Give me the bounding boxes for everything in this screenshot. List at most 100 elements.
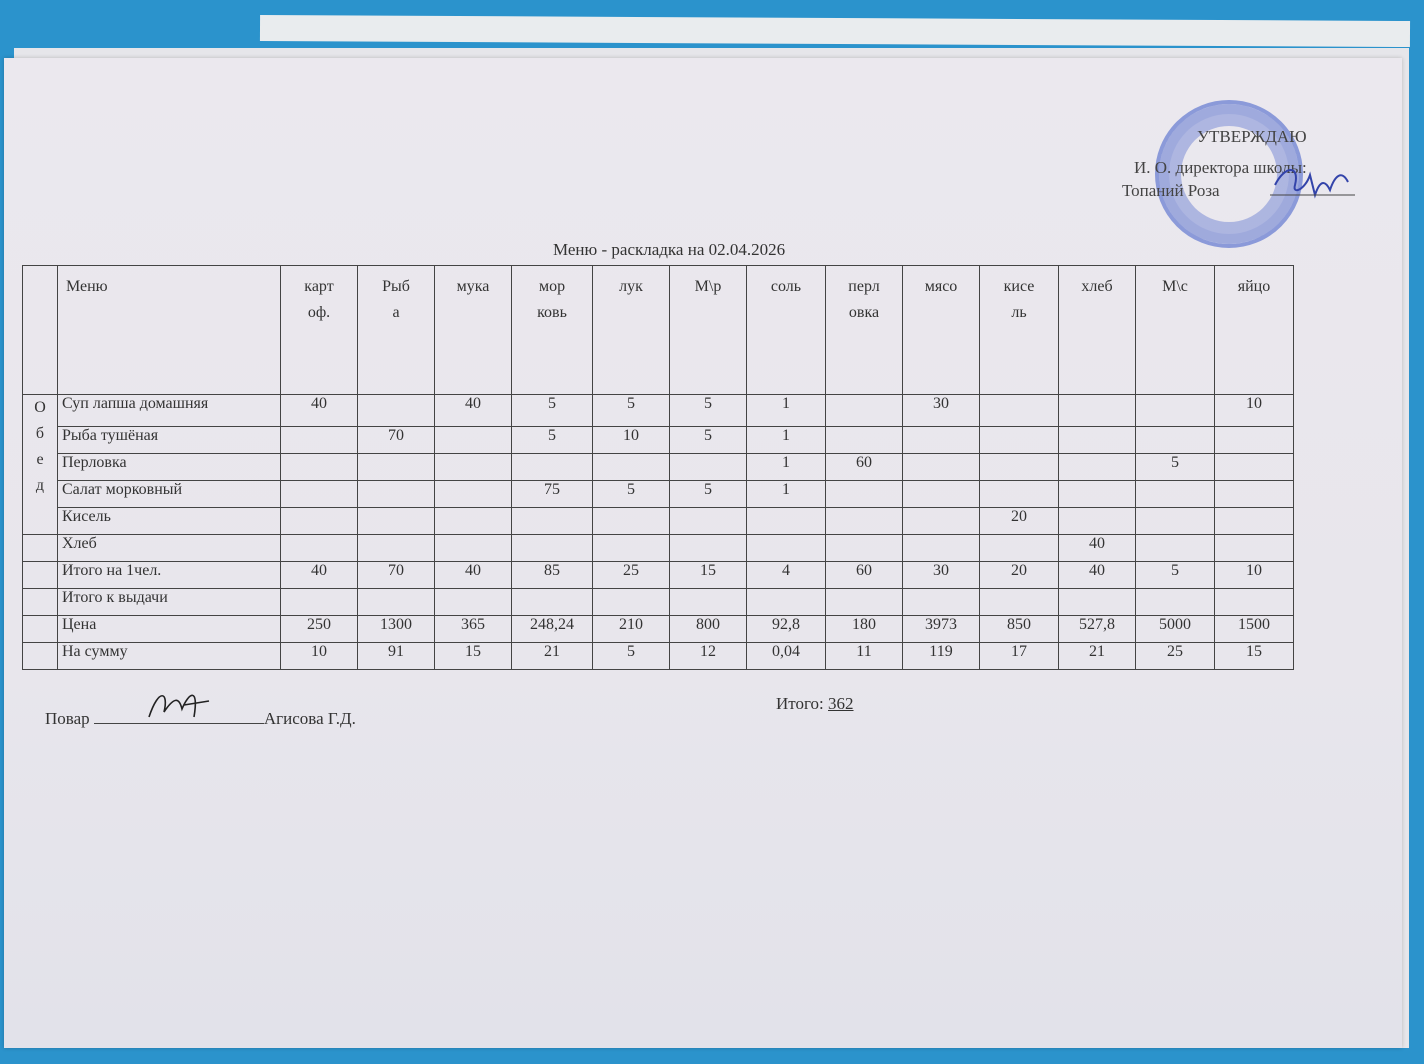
dish-name: Рыба тушёная [57,426,281,454]
table-cell [979,534,1059,562]
table-cell: 75 [511,480,593,508]
total-label: Итого: [776,694,824,713]
table-cell [825,534,903,562]
table-cell [434,453,512,481]
section-blank [22,588,58,616]
grand-total: Итого: 362 [776,694,854,714]
table-cell [1135,394,1215,427]
table-row: О б е д Суп лапша домашняя 40 40 5 5 5 1 30 10 [22,394,1294,535]
table-cell: 119 [902,642,980,670]
menu-table: Меню карт оф. Рыб а мука мор ковь лук М\р соль п… [22,265,1294,670]
approval-name: Топаний Роза [1122,181,1220,200]
table-cell: 70 [357,561,435,589]
table-cell [825,394,903,427]
dish-name: Цена [57,615,281,643]
table-cell [825,507,903,535]
column-header: М\с [1135,265,1215,395]
table-row: Хлеб 40 [22,534,1294,562]
column-header: лук [592,265,670,395]
table-cell: 365 [434,615,512,643]
table-cell [1214,534,1294,562]
table-cell: 850 [979,615,1059,643]
table-cell [357,453,435,481]
table-cell [902,480,980,508]
column-header: Рыб а [357,265,435,395]
column-header: мясо [902,265,980,395]
table-cell: 30 [902,394,980,427]
table-cell: 1 [746,480,826,508]
table-cell: 17 [979,642,1059,670]
table-row: Перловка 1 60 5 [23,453,1294,481]
table-cell: 40 [434,394,512,427]
table-cell: 40 [280,561,358,589]
table-cell [746,507,826,535]
approval-heading: УТВЕРЖДАЮ [1197,127,1307,146]
table-cell [902,588,980,616]
table-cell [1135,588,1215,616]
table-cell: 40 [434,561,512,589]
table-cell: 5 [1135,453,1215,481]
table-cell: 1 [746,426,826,454]
table-cell [1058,507,1136,535]
table-row: На сумму 10 91 15 21 5 12 0,04 11 119 17 21 25 15 [22,642,1294,670]
table-cell: 250 [280,615,358,643]
table-cell: 1 [746,394,826,427]
table-cell: 5 [1135,561,1215,589]
table-cell: 10 [1214,561,1294,589]
column-header: М\р [669,265,747,395]
document-title: Меню - раскладка на 02.04.2026 [553,240,786,259]
table-cell: 1 [746,453,826,481]
table-cell [902,507,980,535]
table-cell: 1500 [1214,615,1294,643]
table-cell: 70 [357,426,435,454]
table-cell: 40 [280,394,358,427]
table-cell: 11 [825,642,903,670]
section-blank [22,615,58,643]
table-cell [669,507,747,535]
cook-signature-line [93,694,264,724]
table-cell [746,534,826,562]
table-row: Итого к выдачи [22,588,1294,616]
table-cell [511,588,593,616]
table-cell: 0,04 [746,642,826,670]
cook-line: Повар Агисова Г.Д. [45,694,356,729]
table-cell: 10 [280,642,358,670]
table-cell [592,534,670,562]
section-blank [22,561,58,589]
table-cell: 210 [592,615,670,643]
table-cell: 92,8 [746,615,826,643]
table-cell [1135,426,1215,454]
table-cell [280,588,358,616]
table-cell: 3973 [902,615,980,643]
table-cell [434,507,512,535]
table-cell [979,480,1059,508]
table-cell: 5 [669,480,747,508]
table-cell [1058,453,1136,481]
table-cell: 20 [979,561,1059,589]
table-cell [280,534,358,562]
table-cell [511,453,593,481]
table-cell [280,453,358,481]
header-blank [22,265,58,395]
table-cell: 5000 [1135,615,1215,643]
table-cell: 5 [592,642,670,670]
table-row: Рыба тушёная 70 5 10 5 1 [23,426,1294,454]
table-cell [902,534,980,562]
table-cell: 5 [592,480,670,508]
table-row: Кисель 20 [23,507,1294,535]
column-header: мор ковь [511,265,593,395]
table-cell [592,588,670,616]
table-cell [357,534,435,562]
table-cell [511,507,593,535]
cook-signature [148,694,210,718]
dish-name: Итого к выдачи [57,588,281,616]
table-cell: 800 [669,615,747,643]
table-cell [1214,426,1294,454]
table-cell [979,426,1059,454]
table-cell: 21 [1058,642,1136,670]
table-cell [1135,480,1215,508]
column-header: карт оф. [280,265,358,395]
total-value: 362 [828,694,854,713]
table-cell: 10 [592,426,670,454]
table-cell: 10 [1214,394,1294,427]
